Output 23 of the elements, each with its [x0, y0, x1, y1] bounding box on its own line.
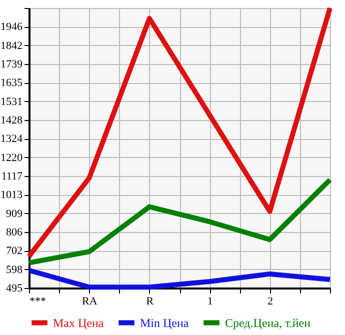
y-tick-label: 1324	[0, 133, 23, 146]
y-tick-label: 702	[6, 245, 22, 258]
y-tick-label: 1531	[0, 96, 22, 108]
y-tick-label: 495	[6, 282, 23, 294]
y-tick-label: 1739	[0, 58, 23, 70]
y-tick-label: 1428	[0, 114, 23, 126]
legend-label: Max Цена	[53, 316, 104, 330]
y-tick-label: 1117	[1, 170, 23, 182]
y-tick-label: 598	[6, 264, 23, 276]
x-tick-label: R	[146, 296, 154, 308]
y-tick-label: 909	[6, 208, 23, 220]
y-tick-label: 1842	[0, 40, 22, 52]
y-tick-label: 1946	[0, 21, 23, 34]
legend-label: Сред.Цена, т.йен	[225, 316, 312, 330]
y-tick-label: 1635	[0, 77, 23, 90]
y-tick-label: 1013	[0, 189, 23, 202]
y-tick-label: 1220	[0, 152, 23, 164]
legend-label: Min Цена	[140, 316, 190, 330]
x-tick-label: 2	[268, 296, 274, 308]
x-tick-label: 1	[207, 296, 213, 308]
x-tick-label: RA	[82, 296, 98, 308]
y-tick-label: 806	[6, 226, 23, 238]
x-tick-label: ***	[30, 296, 46, 308]
